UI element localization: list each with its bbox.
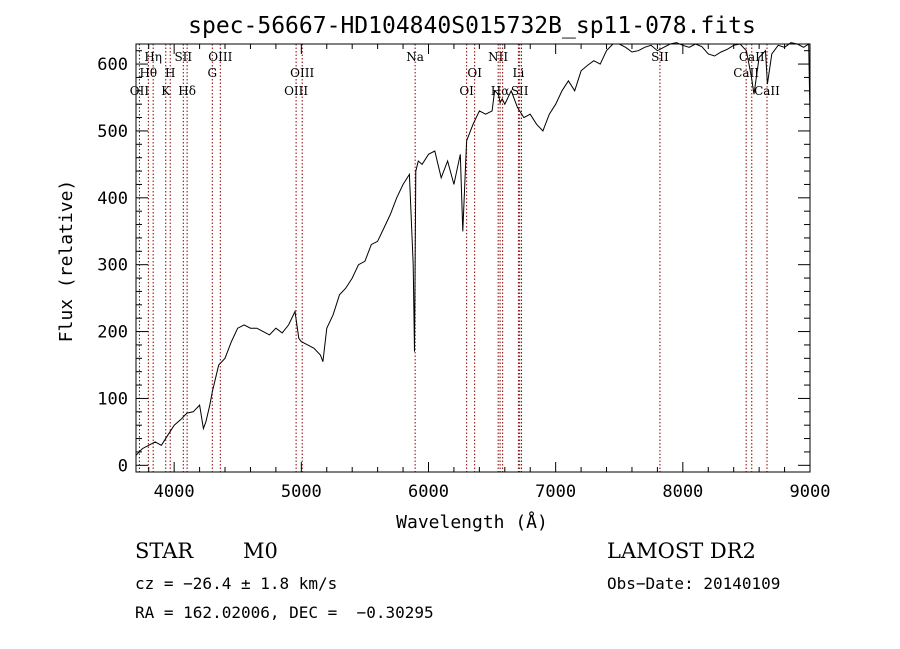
line-marker-label: G	[208, 66, 218, 80]
redshift-velocity: cz = −26.4 ± 1.8 km/s	[135, 574, 338, 593]
x-tick-label: 4000	[154, 482, 195, 502]
line-marker-label: CaII	[733, 66, 759, 80]
line-marker-label: Hη	[144, 50, 162, 64]
object-subclass: M0	[243, 539, 278, 563]
line-markers-layer: OIIHθHηKHSIIHδGOIIIOIIIOIIINaOIOINIIHαLi…	[130, 44, 780, 472]
axis-ticks-layer: 4000 5000 6000 7000 8000 9000 0 100 200 300 400 500…	[97, 44, 830, 502]
line-marker-label: Hθ	[139, 66, 157, 80]
line-marker-label: OI	[467, 66, 482, 80]
line-marker-label: Li	[512, 66, 524, 80]
line-marker-label: SII	[651, 50, 669, 64]
line-marker-label: K	[161, 84, 171, 98]
survey-name: LAMOST DR2	[607, 539, 756, 563]
spectrum-plot-layer	[135, 42, 811, 456]
x-axis-label: Wavelength (Å)	[396, 511, 548, 533]
line-marker-label: SII	[174, 50, 192, 64]
line-marker-label: Na	[406, 50, 424, 64]
line-marker-label: SII	[511, 84, 529, 98]
x-tick-label: 6000	[408, 482, 449, 502]
y-tick-label: 600	[97, 55, 128, 75]
y-tick-label: 300	[97, 256, 128, 276]
chart-title: spec-56667-HD104840S015732B_sp11-078.fit…	[188, 13, 756, 39]
line-marker-label: OIII	[284, 84, 308, 98]
coordinates: RA = 162.02006, DEC = −0.30295	[135, 603, 434, 622]
x-tick-label: 7000	[535, 482, 576, 502]
y-tick-label: 500	[97, 122, 128, 142]
line-marker-label: OI	[459, 84, 474, 98]
object-class: STAR	[135, 539, 194, 563]
line-marker-label: CaII	[754, 84, 780, 98]
y-axis-label: Flux (relative)	[56, 180, 77, 343]
line-marker-label: Hδ	[178, 84, 196, 98]
line-marker-label: NII	[488, 50, 508, 64]
line-marker-label: OIII	[290, 66, 314, 80]
y-tick-label: 200	[97, 323, 128, 343]
y-tick-label: 400	[97, 189, 128, 209]
y-tick-label: 0	[118, 456, 128, 476]
x-tick-label: 5000	[281, 482, 322, 502]
plot-frame	[135, 43, 811, 473]
x-tick-label: 8000	[662, 482, 703, 502]
line-marker-label: CaII	[739, 50, 765, 64]
line-marker-label: Hα	[491, 84, 510, 98]
x-tick-label: 9000	[790, 482, 831, 502]
line-marker-label: H	[165, 66, 175, 80]
observation-date: Obs−Date: 20140109	[607, 574, 781, 593]
spectrum-series-line	[135, 42, 811, 456]
line-marker-label: OIII	[208, 50, 232, 64]
y-tick-label: 100	[97, 389, 128, 409]
